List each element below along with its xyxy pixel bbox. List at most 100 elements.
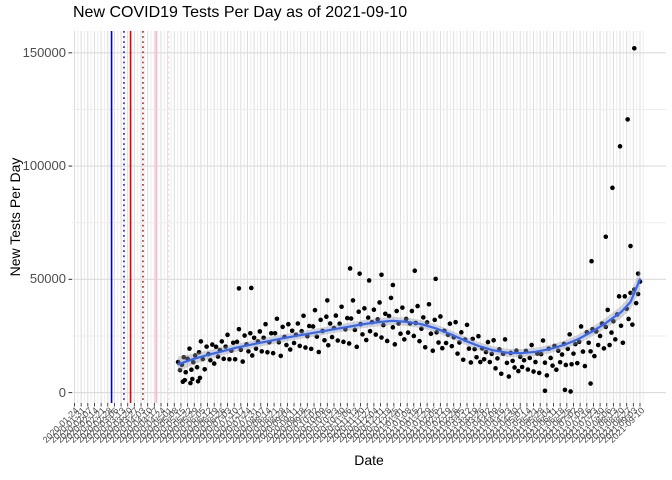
scatter-point xyxy=(297,343,303,349)
scatter-point xyxy=(191,359,196,365)
y-tick-label: 0 xyxy=(58,384,66,400)
scatter-point xyxy=(510,358,515,364)
y-tick-label: 100000 xyxy=(22,158,66,174)
scatter-point xyxy=(417,338,422,344)
scatter-point xyxy=(270,350,276,356)
scatter-point xyxy=(386,313,392,319)
scatter-point xyxy=(433,276,438,282)
scatter-point xyxy=(620,340,626,346)
scatter-point xyxy=(202,366,208,372)
scatter-point xyxy=(200,356,206,362)
scatter-point xyxy=(325,298,330,303)
smooth-line xyxy=(177,278,642,366)
scatter-point xyxy=(211,361,217,366)
scatter-point xyxy=(367,328,373,334)
scatter-point xyxy=(626,316,631,322)
y-tick-label: 150000 xyxy=(22,44,66,60)
scatter-point xyxy=(382,311,388,317)
scatter-point xyxy=(409,308,415,314)
scatter-point xyxy=(398,331,403,337)
scatter-point xyxy=(234,339,240,345)
scatter-point xyxy=(432,317,438,323)
scatter-point xyxy=(421,315,426,320)
scatter-point xyxy=(578,324,584,329)
scatter-point xyxy=(390,325,396,330)
scatter-point xyxy=(373,332,379,337)
scatter-point xyxy=(628,290,633,296)
scatter-point xyxy=(605,307,610,313)
scatter-point xyxy=(460,357,466,363)
scatter-point xyxy=(197,375,203,381)
scatter-point xyxy=(595,342,601,348)
scatter-point xyxy=(291,340,297,346)
scatter-point xyxy=(603,324,609,330)
scatter-point xyxy=(531,369,536,374)
scatter-point xyxy=(306,323,312,329)
scatter-point xyxy=(360,332,365,337)
scatter-point xyxy=(514,348,519,353)
scatter-point xyxy=(557,359,563,365)
scatter-point xyxy=(495,356,500,361)
scatter-point xyxy=(487,359,493,365)
scatter-point xyxy=(190,376,195,382)
scatter-point xyxy=(357,271,362,276)
scatter-point xyxy=(411,333,417,339)
scatter-point xyxy=(248,330,253,336)
scatter-point xyxy=(253,346,259,351)
scatter-point xyxy=(453,319,458,325)
scatter-point xyxy=(344,315,350,321)
scatter-point xyxy=(400,305,405,310)
scatter-point xyxy=(470,336,476,342)
scatter-point xyxy=(177,367,183,373)
scatter-point xyxy=(221,356,227,362)
scatter-point xyxy=(529,342,534,348)
scatter-point xyxy=(635,271,641,276)
scatter-point xyxy=(268,330,274,336)
scatter-point xyxy=(574,360,580,366)
scatter-point xyxy=(280,324,285,330)
scatter-point xyxy=(485,339,491,345)
scatter-point xyxy=(478,359,483,365)
scatter-point xyxy=(308,346,314,352)
scatter-point xyxy=(443,340,449,346)
scatter-point xyxy=(238,347,244,353)
scatter-point xyxy=(611,318,616,324)
scatter-point xyxy=(504,360,510,366)
scatter-point xyxy=(597,333,603,339)
scatter-point xyxy=(324,314,329,320)
scatter-point xyxy=(548,355,553,361)
scatter-point xyxy=(468,360,474,365)
scatter-point xyxy=(195,378,201,384)
scatter-point xyxy=(440,345,445,351)
scatter-point xyxy=(276,340,282,345)
scatter-point xyxy=(314,334,320,339)
scatter-point xyxy=(215,354,221,359)
scatter-point xyxy=(580,349,586,354)
scatter-point xyxy=(192,353,198,358)
scatter-point xyxy=(303,345,308,350)
scatter-point xyxy=(625,117,630,122)
y-tick-label: 50000 xyxy=(29,271,66,287)
scatter-point xyxy=(339,304,344,310)
scatter-point xyxy=(312,307,318,313)
scatter-point xyxy=(182,377,188,383)
scatter-point xyxy=(635,291,641,297)
scatter-point xyxy=(489,351,495,357)
scatter-point xyxy=(289,328,295,334)
scatter-point xyxy=(464,322,470,328)
scatter-point xyxy=(333,313,339,318)
scatter-point xyxy=(379,272,384,278)
scatter-point xyxy=(573,341,578,347)
scatter-point xyxy=(592,353,597,359)
scatter-point xyxy=(278,353,284,359)
scatter-point xyxy=(459,330,464,335)
scatter-point xyxy=(347,266,353,271)
scatter-point xyxy=(310,324,316,329)
scatter-point xyxy=(248,285,254,291)
scatter-point xyxy=(483,349,489,355)
scatter-point xyxy=(318,317,323,323)
scatter-point xyxy=(265,349,270,355)
scatter-point xyxy=(227,357,232,362)
